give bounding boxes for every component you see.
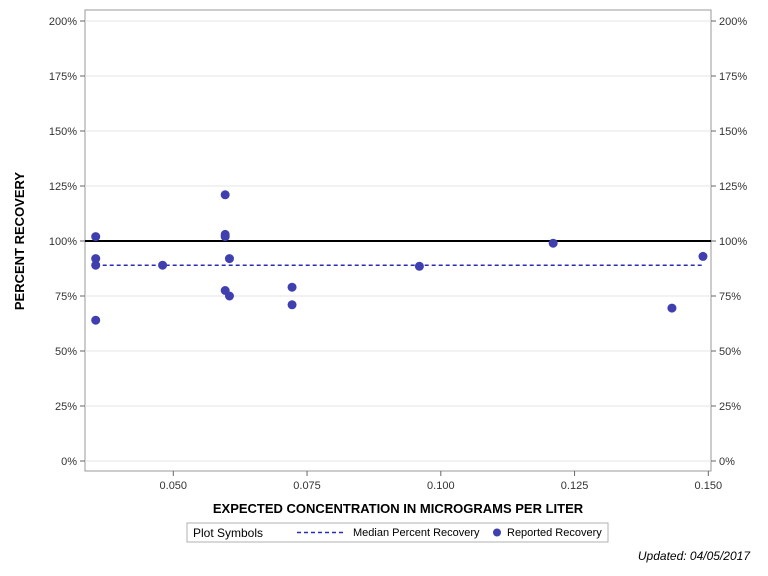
data-point bbox=[224, 291, 234, 301]
x-tick-label: 0.100 bbox=[427, 480, 455, 492]
y-tick-label-right: 75% bbox=[719, 291, 741, 303]
data-point bbox=[667, 303, 677, 313]
y-axis-left: 0% 25% 50% 75% 100% 125% 150% 175% 200% bbox=[49, 16, 85, 468]
data-point bbox=[287, 300, 297, 310]
legend-title: Plot Symbols bbox=[193, 526, 263, 540]
data-point bbox=[220, 190, 230, 200]
y-tick-label-left: 100% bbox=[49, 236, 77, 248]
data-point bbox=[287, 282, 297, 292]
y-tick-label-left: 0% bbox=[61, 456, 77, 468]
y-tick-label-left: 175% bbox=[49, 71, 77, 83]
x-tick-label: 0.125 bbox=[561, 480, 589, 492]
y-tick-label-right: 200% bbox=[719, 16, 747, 28]
y-tick-label-left: 75% bbox=[55, 291, 77, 303]
x-axis-title: EXPECTED CONCENTRATION IN MICROGRAMS PER… bbox=[213, 501, 584, 516]
y-tick-label-left: 50% bbox=[55, 346, 77, 358]
data-points bbox=[91, 190, 708, 325]
data-point bbox=[548, 238, 558, 248]
legend-recovery-swatch bbox=[493, 528, 501, 537]
y-tick-label-left: 25% bbox=[55, 401, 77, 413]
legend: Plot Symbols Median Percent Recovery Rep… bbox=[186, 522, 609, 543]
data-point bbox=[158, 260, 168, 270]
legend-median-label: Median Percent Recovery bbox=[353, 527, 480, 539]
x-axis: 0.050 0.075 0.100 0.125 0.150 bbox=[160, 471, 723, 492]
data-point bbox=[220, 232, 230, 242]
y-tick-label-left: 150% bbox=[49, 126, 77, 138]
x-tick-label: 0.050 bbox=[160, 480, 188, 492]
y-tick-label-right: 100% bbox=[719, 236, 747, 248]
data-point bbox=[91, 232, 101, 242]
legend-recovery-label: Reported Recovery bbox=[507, 527, 602, 539]
grid-lines bbox=[85, 20, 711, 462]
data-point bbox=[698, 251, 708, 261]
data-point bbox=[91, 260, 101, 270]
y-tick-label-right: 175% bbox=[719, 71, 747, 83]
data-point bbox=[224, 254, 234, 264]
x-tick-label: 0.075 bbox=[293, 480, 321, 492]
y-axis-title: PERCENT RECOVERY bbox=[12, 172, 27, 311]
y-tick-label-left: 125% bbox=[49, 181, 77, 193]
y-tick-label-right: 0% bbox=[719, 456, 735, 468]
data-point bbox=[91, 254, 101, 264]
y-tick-label-right: 150% bbox=[719, 126, 747, 138]
y-tick-label-left: 200% bbox=[49, 16, 77, 28]
y-tick-label-right: 125% bbox=[719, 181, 747, 193]
y-tick-label-right: 25% bbox=[719, 401, 741, 413]
data-point bbox=[414, 261, 424, 271]
updated-date: Updated: 04/05/2017 bbox=[638, 549, 751, 563]
data-point bbox=[91, 315, 101, 325]
y-axis-right: 0% 25% 50% 75% 100% 125% 150% 175% 200% bbox=[711, 16, 747, 468]
x-tick-label: 0.150 bbox=[695, 480, 723, 492]
legend-box bbox=[186, 522, 609, 543]
y-tick-label-right: 50% bbox=[719, 346, 741, 358]
reference-line-layer bbox=[85, 240, 711, 266]
